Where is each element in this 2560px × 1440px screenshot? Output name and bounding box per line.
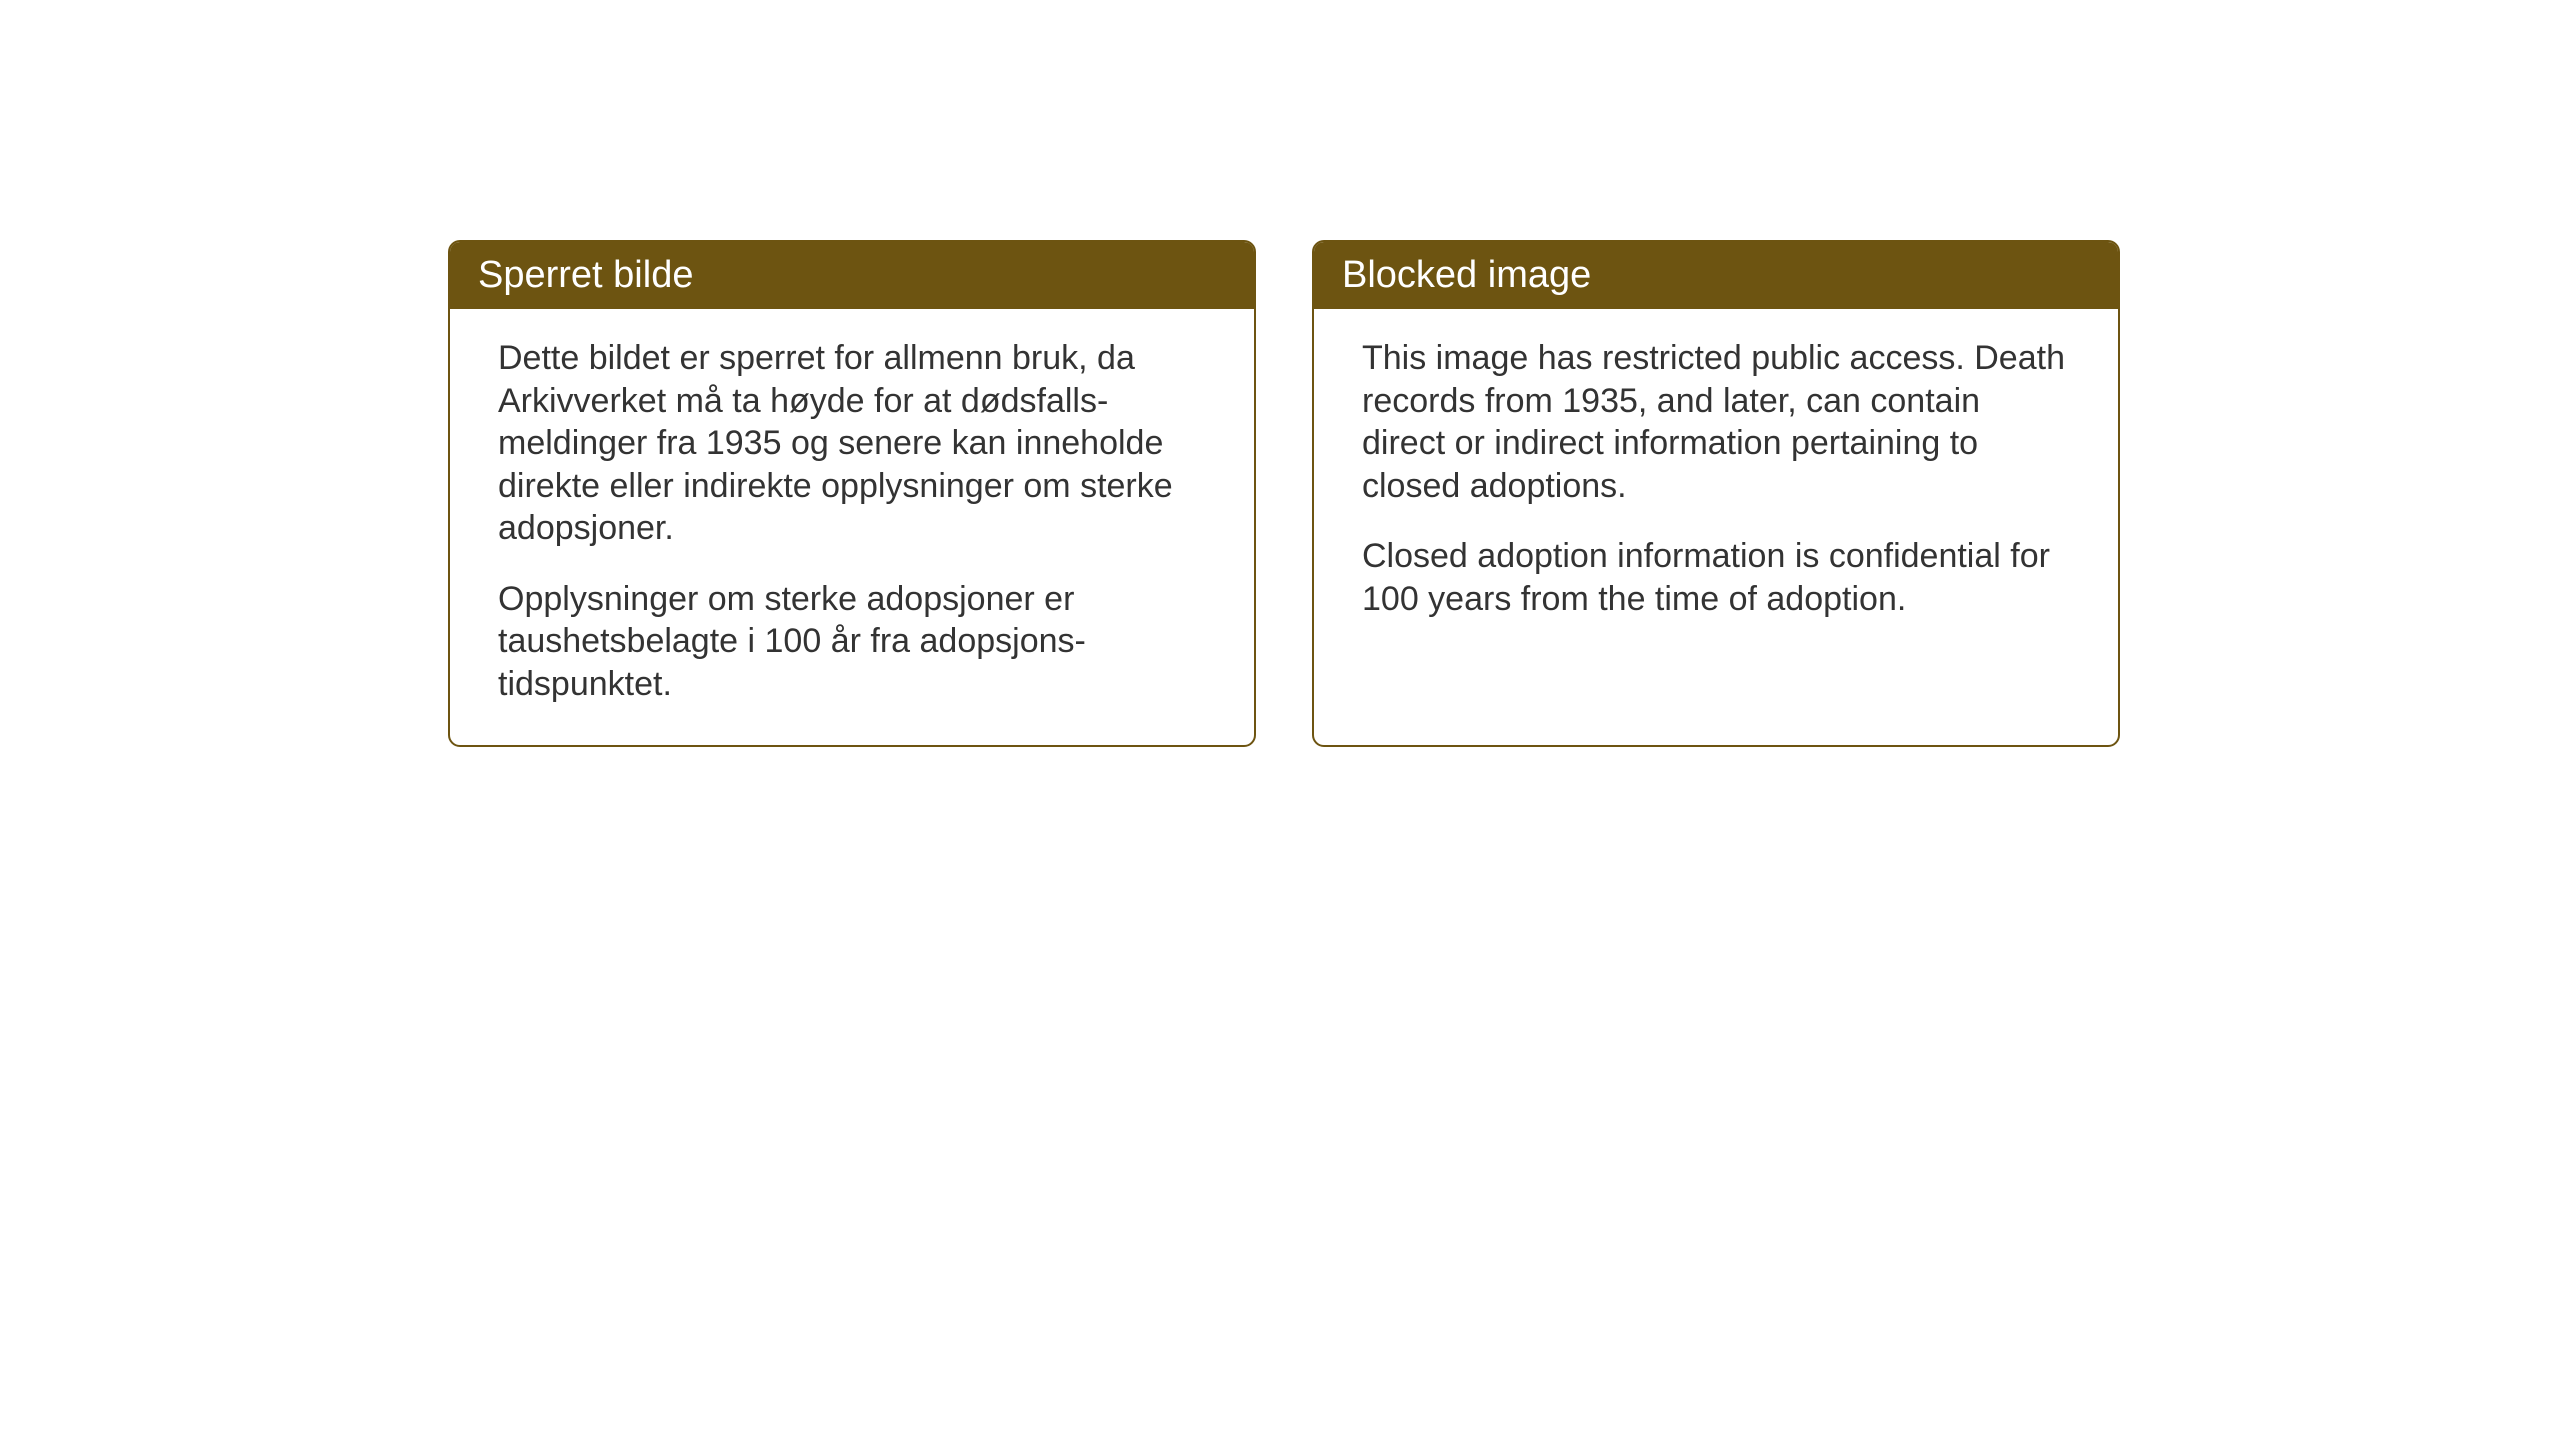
notice-cards-container: Sperret bilde Dette bildet er sperret fo…: [448, 240, 2120, 747]
card-paragraph-2-english: Closed adoption information is confident…: [1362, 535, 2070, 620]
card-body-english: This image has restricted public access.…: [1314, 309, 2118, 660]
card-paragraph-1-english: This image has restricted public access.…: [1362, 337, 2070, 507]
card-body-norwegian: Dette bildet er sperret for allmenn bruk…: [450, 309, 1254, 745]
card-title-english: Blocked image: [1342, 254, 1591, 296]
card-header-english: Blocked image: [1314, 242, 2118, 309]
card-paragraph-2-norwegian: Opplysninger om sterke adopsjoner er tau…: [498, 578, 1206, 706]
notice-card-norwegian: Sperret bilde Dette bildet er sperret fo…: [448, 240, 1256, 747]
card-paragraph-1-norwegian: Dette bildet er sperret for allmenn bruk…: [498, 337, 1206, 550]
notice-card-english: Blocked image This image has restricted …: [1312, 240, 2120, 747]
card-header-norwegian: Sperret bilde: [450, 242, 1254, 309]
card-title-norwegian: Sperret bilde: [478, 254, 693, 296]
